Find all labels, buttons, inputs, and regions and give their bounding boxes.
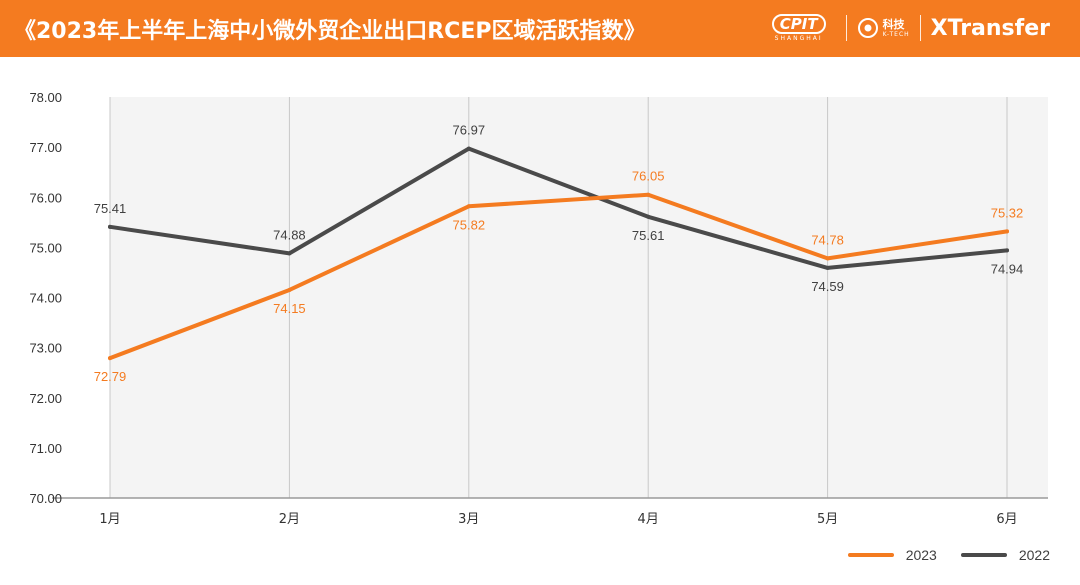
line-chart: 70.00 71.00 72.00 73.00 74.00 75.00 76.00 77.00… bbox=[29, 90, 1048, 527]
y-tick-label: 77.00 bbox=[29, 140, 62, 155]
y-tick-label: 78.00 bbox=[29, 90, 62, 105]
legend-label-2022: 2022 bbox=[1018, 547, 1050, 563]
data-label-2023: 76.05 bbox=[632, 169, 665, 184]
data-point-2023 bbox=[108, 356, 112, 361]
data-point-2023 bbox=[466, 204, 471, 209]
ktech-logo-subtext: K-TECH bbox=[882, 30, 910, 38]
y-tick-label: 76.00 bbox=[29, 190, 62, 205]
data-label-2022: 74.88 bbox=[273, 227, 306, 242]
logo-group: CPIT SHANGHAI 科技 K-TECH XTransfer bbox=[771, 10, 1050, 46]
y-tick-label: 70.00 bbox=[29, 491, 62, 506]
ktech-logo: 科技 K-TECH bbox=[857, 17, 910, 39]
plot-area bbox=[110, 97, 1048, 498]
ktech-emblem-icon bbox=[857, 18, 878, 38]
data-point-2022 bbox=[1005, 248, 1009, 253]
x-tick-label: 2月 bbox=[279, 512, 300, 527]
data-point-2022 bbox=[108, 224, 112, 229]
logo-divider bbox=[919, 15, 921, 41]
legend-label-2023: 2023 bbox=[905, 547, 937, 563]
data-label-2023: 74.78 bbox=[811, 232, 844, 247]
data-label-2023: 72.79 bbox=[94, 369, 127, 384]
ktech-logo-text: 科技 bbox=[882, 17, 905, 31]
data-label-2023: 75.32 bbox=[991, 205, 1024, 220]
y-tick-label: 72.00 bbox=[29, 391, 62, 406]
header-bar: 《2023年上半年上海中小微外贸企业出口RCEP区域活跃指数》 CPIT SHA… bbox=[0, 0, 1080, 57]
page-title: 《2023年上半年上海中小微外贸企业出口RCEP区域活跃指数》 bbox=[14, 19, 646, 44]
y-tick-label: 73.00 bbox=[29, 341, 62, 356]
data-point-2022 bbox=[646, 214, 651, 219]
legend-swatch-2022 bbox=[960, 553, 1007, 557]
logo-divider bbox=[845, 15, 847, 41]
data-point-2023 bbox=[1005, 229, 1009, 234]
data-label-2023: 74.15 bbox=[273, 301, 306, 316]
x-tick-label: 6月 bbox=[996, 512, 1017, 527]
data-point-2023 bbox=[646, 192, 651, 197]
legend-swatch-2023 bbox=[847, 553, 894, 557]
legend-item-2022: 2022 bbox=[960, 547, 1050, 563]
data-point-2022 bbox=[825, 265, 830, 270]
data-point-2023 bbox=[825, 256, 830, 261]
chart-legend: 2023 2022 bbox=[824, 547, 1050, 563]
cpit-logo-text: CPIT bbox=[771, 14, 826, 34]
x-tick-label: 1月 bbox=[99, 512, 120, 527]
x-tick-label: 3月 bbox=[458, 512, 479, 527]
data-point-2023 bbox=[287, 287, 292, 292]
data-label-2022: 75.61 bbox=[632, 228, 665, 243]
data-label-2023: 75.82 bbox=[453, 217, 486, 232]
y-tick-label: 71.00 bbox=[29, 441, 62, 456]
data-label-2022: 74.59 bbox=[811, 279, 844, 294]
data-point-2022 bbox=[466, 146, 471, 151]
data-point-2022 bbox=[287, 251, 292, 256]
data-label-2022: 76.97 bbox=[453, 123, 486, 138]
series-line-2023 bbox=[108, 192, 1009, 361]
x-tick-label: 5月 bbox=[817, 512, 838, 527]
cpit-logo-subtext: SHANGHAI bbox=[774, 35, 823, 42]
series-line-2022 bbox=[108, 146, 1009, 270]
legend-item-2023: 2023 bbox=[847, 547, 937, 563]
data-label-2022: 75.41 bbox=[94, 201, 127, 216]
cpit-logo: CPIT SHANGHAI bbox=[771, 14, 826, 42]
y-tick-label: 74.00 bbox=[29, 291, 62, 306]
data-label-2022: 74.94 bbox=[991, 261, 1024, 276]
xtransfer-logo: XTransfer bbox=[930, 15, 1050, 41]
y-tick-label: 75.00 bbox=[29, 240, 62, 255]
x-tick-label: 4月 bbox=[638, 512, 659, 527]
